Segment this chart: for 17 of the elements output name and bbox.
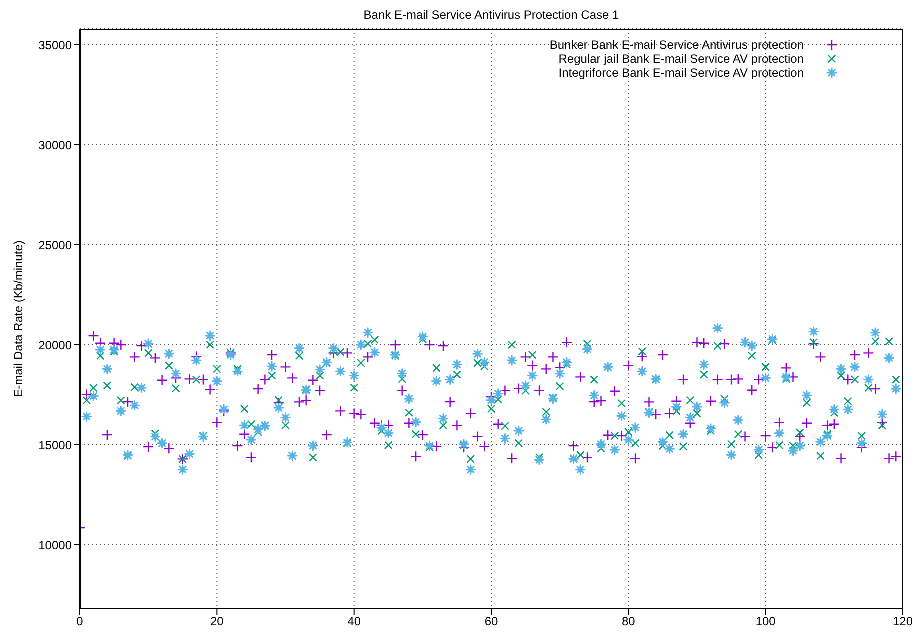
x-tick-label: 60: [484, 614, 498, 629]
y-axis-title: E-mail Data Rate (Kb/minute): [11, 240, 26, 398]
y-tick-label: 35000: [38, 38, 72, 52]
legend-label: Integriforce Bank E-mail Service AV protection: [558, 66, 804, 80]
x-tick-label: 100: [756, 614, 776, 629]
x-tick-label: 0: [76, 614, 84, 629]
y-tick-label: 30000: [38, 138, 72, 152]
y-tick-label: 10000: [38, 538, 72, 552]
y-tick-label: 20000: [38, 338, 72, 352]
y-tick-label: 15000: [38, 438, 72, 452]
x-tick-label: 20: [210, 614, 224, 629]
x-tick-label: 40: [348, 614, 362, 629]
legend-label: Regular jail Bank E-mail Service AV protection: [558, 52, 804, 66]
legend-label: Bunker Bank E-mail Service Antivirus protection: [550, 38, 804, 52]
chart-title: Bank E-mail Service Antivirus Protection Case 1: [362, 8, 620, 22]
y-tick-label: 25000: [38, 238, 72, 252]
x-tick-label: 80: [622, 614, 636, 629]
